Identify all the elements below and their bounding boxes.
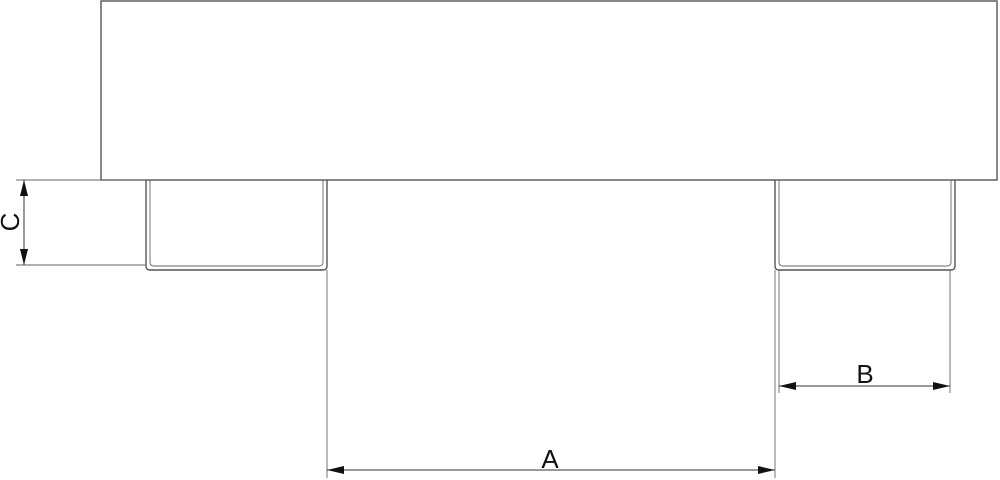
arrow-right-icon [933,382,950,390]
arrow-up-icon [20,180,28,196]
dimension-c: C [0,179,146,266]
dimension-b: B [778,270,951,393]
dimension-a: A [326,270,776,478]
dimension-b-label: B [856,359,873,389]
right-fork-pocket [774,180,956,271]
dimension-a-label: A [541,444,559,474]
arrow-right-icon [758,466,775,474]
dimension-c-label: C [0,213,25,232]
arrow-down-icon [20,249,28,265]
left-fork-pocket [145,180,328,271]
platform-body [100,0,998,181]
arrow-left-icon [779,382,796,390]
arrow-left-icon [327,466,344,474]
